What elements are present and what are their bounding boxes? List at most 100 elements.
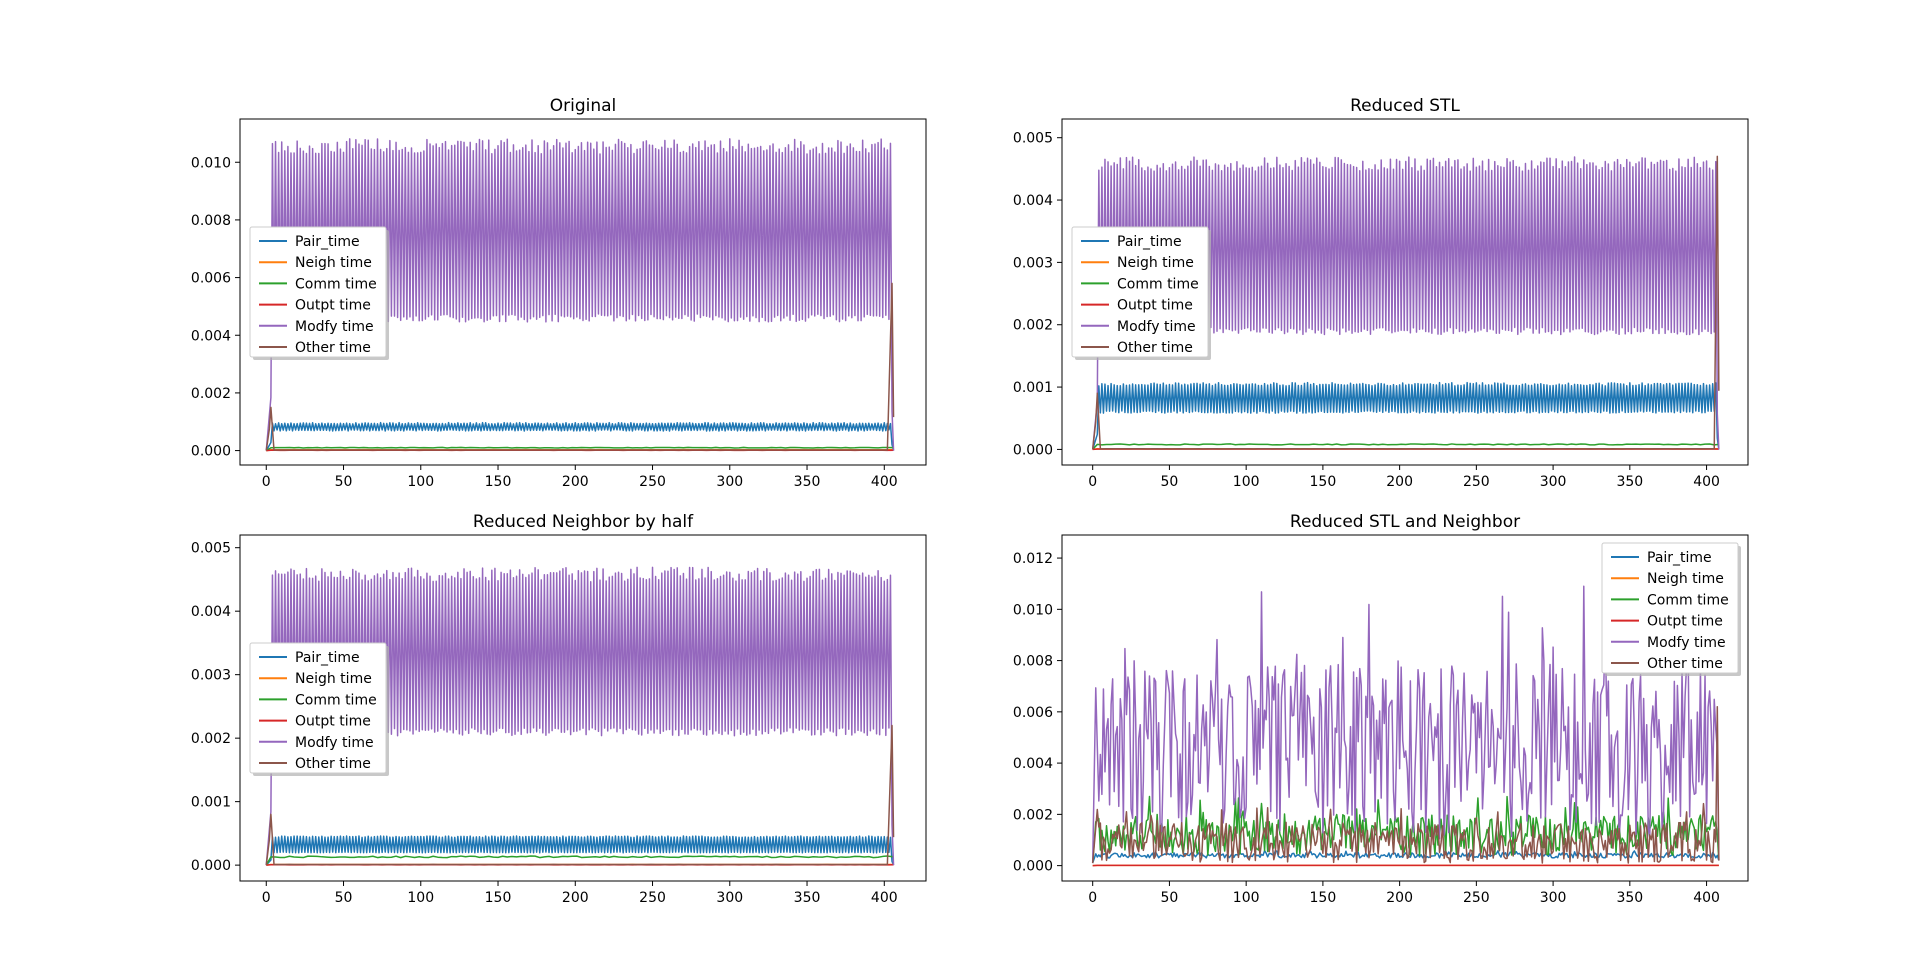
y-tick-label: 0.006 [1013, 705, 1053, 721]
legend: Pair_time Neigh time Comm time Outpt time Mo… [1071, 226, 1211, 360]
subplot-2: Reduced STL 0 50 100 150 200 250 300 350 400 0.000… [1013, 96, 1749, 490]
legend-label-modfy-time: Modfy time [295, 735, 374, 751]
y-tick-label: 0.002 [191, 731, 231, 747]
legend-label-other-time: Other time [295, 756, 371, 772]
y-tick-label: 0.004 [191, 604, 231, 620]
y-tick-label: 0.001 [1013, 380, 1053, 396]
y-tick-label: 0.000 [1013, 859, 1053, 875]
legend-label-other-time: Other time [295, 340, 371, 356]
y-tick-label: 0.008 [1013, 654, 1053, 670]
legend-label-pair-time: Pair_time [295, 650, 360, 666]
subplot-title: Reduced STL [1350, 96, 1460, 116]
legend-label-modfy-time: Modfy time [1647, 635, 1726, 651]
x-tick-label: 50 [1161, 890, 1179, 906]
legend-label-neigh-time: Neigh time [1647, 571, 1724, 587]
x-tick-label: 200 [562, 890, 589, 906]
x-tick-label: 250 [1463, 474, 1490, 490]
series-line-other-time [1091, 705, 1720, 864]
subplot-title: Reduced Neighbor by half [473, 512, 694, 532]
subplot-grid: Original 0 50 100 150 200 250 300 350 400 0.000 0.0… [191, 96, 1749, 906]
legend-box [1071, 226, 1209, 358]
legend-label-pair-time: Pair_time [295, 234, 360, 250]
x-tick-label: 150 [485, 890, 512, 906]
axes-frame [239, 118, 927, 466]
x-tick-label: 250 [639, 890, 666, 906]
axes-frame [1061, 118, 1749, 466]
series-line-comm-time [265, 855, 894, 866]
y-tick-label: 0.003 [191, 668, 231, 684]
x-tick-label: 400 [1693, 474, 1720, 490]
x-tick-label: 0 [262, 890, 271, 906]
plot-area [265, 566, 895, 866]
subplot-3: Reduced Neighbor by half 0 50 100 150 200 250 3… [191, 512, 927, 906]
x-tick-label: 100 [1233, 890, 1260, 906]
series-line-modfy-time [1091, 156, 1720, 450]
x-tick-label: 200 [1386, 474, 1413, 490]
legend-label-outpt-time: Outpt time [1647, 614, 1723, 630]
y-tick-label: 0.000 [191, 444, 231, 460]
plot-area [1091, 155, 1720, 451]
x-tick-label: 300 [1540, 890, 1567, 906]
series-line-comm-time [265, 446, 894, 452]
x-tick-label: 0 [1088, 474, 1097, 490]
legend-label-comm-time: Comm time [295, 276, 377, 292]
legend-label-neigh-time: Neigh time [1117, 255, 1194, 271]
y-tick-label: 0.006 [191, 271, 231, 287]
y-tick-label: 0.008 [191, 213, 231, 229]
x-tick-label: 150 [1310, 474, 1337, 490]
x-tick-label: 300 [1540, 474, 1567, 490]
x-tick-label: 250 [1463, 890, 1490, 906]
y-tick-label: 0.003 [1013, 255, 1053, 271]
legend-label-outpt-time: Outpt time [295, 298, 371, 314]
legend-box [249, 226, 387, 358]
y-tick-label: 0.010 [1013, 602, 1053, 618]
x-tick-label: 200 [1386, 890, 1413, 906]
y-tick-label: 0.004 [1013, 193, 1053, 209]
x-tick-label: 50 [335, 890, 353, 906]
legend-label-neigh-time: Neigh time [295, 671, 372, 687]
series-line-pair-time [1091, 381, 1720, 450]
legend-label-comm-time: Comm time [295, 692, 377, 708]
x-tick-label: 50 [335, 474, 353, 490]
y-tick-label: 0.001 [191, 795, 231, 811]
y-tick-label: 0.004 [1013, 756, 1053, 772]
y-tick-label: 0.002 [191, 386, 231, 402]
subplot-title: Reduced STL and Neighbor [1290, 512, 1520, 532]
legend-label-other-time: Other time [1117, 340, 1193, 356]
series-line-pair-time [265, 835, 895, 866]
subplot-title: Original [550, 96, 617, 116]
series-line-other-time [265, 724, 895, 866]
y-tick-label: 0.005 [1013, 131, 1053, 147]
x-tick-label: 350 [1616, 890, 1643, 906]
legend-box [1601, 542, 1739, 674]
legend: Pair_time Neigh time Comm time Outpt time Mo… [249, 226, 389, 360]
legend-label-outpt-time: Outpt time [295, 714, 371, 730]
legend-label-modfy-time: Modfy time [1117, 319, 1196, 335]
legend-label-other-time: Other time [1647, 656, 1723, 672]
x-tick-label: 300 [716, 890, 743, 906]
y-tick-label: 0.005 [191, 541, 231, 557]
x-tick-label: 0 [1088, 890, 1097, 906]
x-tick-label: 350 [794, 474, 821, 490]
x-tick-label: 50 [1161, 474, 1179, 490]
subplot-1: Original 0 50 100 150 200 250 300 350 400 0.000 0.0… [191, 96, 927, 490]
x-tick-label: 300 [716, 474, 743, 490]
series-line-other-time [1091, 155, 1720, 450]
y-tick-label: 0.000 [191, 858, 231, 874]
x-tick-label: 100 [1233, 474, 1260, 490]
x-tick-label: 0 [262, 474, 271, 490]
legend-label-comm-time: Comm time [1647, 592, 1729, 608]
y-tick-label: 0.004 [191, 328, 231, 344]
series-line-comm-time [1091, 795, 1720, 864]
x-tick-label: 250 [639, 474, 666, 490]
series-line-pair-time [265, 421, 895, 451]
plot-area [1091, 585, 1720, 867]
y-tick-label: 0.000 [1013, 442, 1053, 458]
y-tick-label: 0.012 [1013, 551, 1053, 567]
legend-label-neigh-time: Neigh time [295, 255, 372, 271]
legend-label-modfy-time: Modfy time [295, 319, 374, 335]
y-tick-label: 0.002 [1013, 807, 1053, 823]
legend: Pair_time Neigh time Comm time Outpt time Mo… [1601, 542, 1741, 676]
